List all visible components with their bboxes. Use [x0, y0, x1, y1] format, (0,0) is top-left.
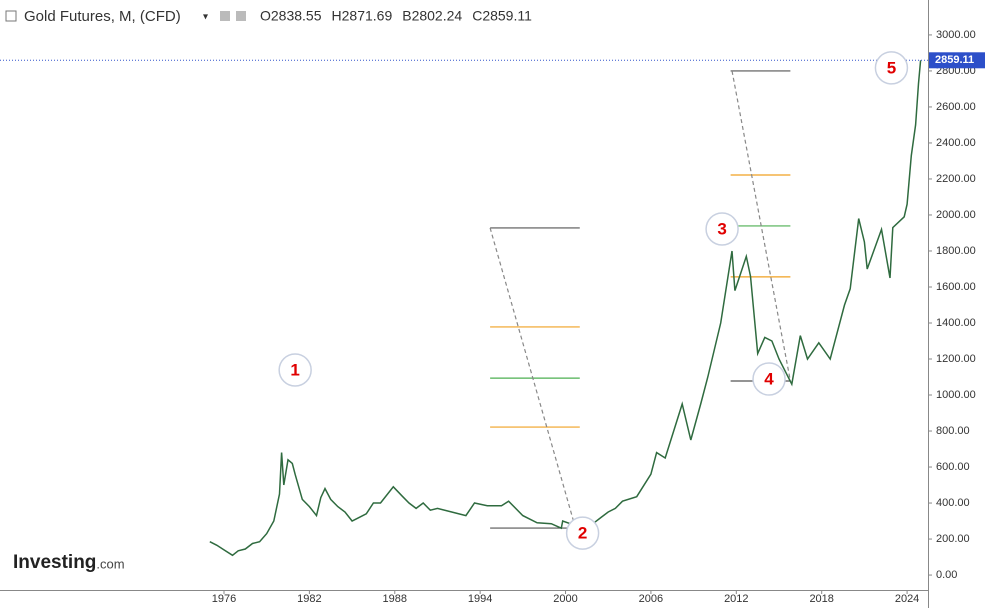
y-tick-label: 400.00 — [936, 497, 970, 509]
x-tick-label: 1988 — [383, 593, 407, 605]
wave-label: 5 — [887, 58, 896, 77]
logo-suffix: .com — [96, 556, 124, 571]
y-tick-label: 2200.00 — [936, 173, 976, 185]
y-tick-label: 1200.00 — [936, 353, 976, 365]
y-tick-label: 3000.00 — [936, 29, 976, 41]
y-tick-label: 1400.00 — [936, 317, 976, 329]
chart-title: Gold Futures, M, (CFD) — [24, 8, 181, 25]
wave-circle — [278, 353, 312, 387]
wave-circle — [752, 362, 786, 396]
x-tick-label: 1976 — [212, 593, 236, 605]
wave-circle — [874, 51, 909, 85]
wave-circle — [705, 212, 739, 246]
price-line — [209, 60, 922, 557]
y-tick-label: 800.00 — [936, 425, 970, 437]
y-tick-label: 600.00 — [936, 461, 970, 473]
x-tick-label: 2012 — [724, 593, 748, 605]
trend-line — [489, 227, 577, 529]
x-tick-label: 2006 — [639, 593, 663, 605]
y-tick-label: 2400.00 — [936, 137, 976, 149]
x-tick-label: 1994 — [468, 593, 492, 605]
y-tick-label: 2600.00 — [936, 101, 976, 113]
ohlc-label: O — [260, 8, 271, 24]
wave-label: 3 — [717, 219, 726, 238]
wave-label: 2 — [578, 524, 587, 543]
ohlc-value: 2859.11 — [482, 8, 532, 24]
wave-label: 4 — [764, 369, 774, 388]
icon[interactable] — [236, 11, 246, 21]
dropdown-icon[interactable]: ▾ — [203, 12, 208, 23]
last-price-label: 2859.11 — [935, 54, 974, 66]
y-tick-label: 0.00 — [936, 569, 957, 581]
ohlc-label: B — [402, 8, 411, 24]
checkbox[interactable] — [5, 10, 17, 22]
x-tick-label: 1982 — [297, 593, 321, 605]
wave-label: 1 — [290, 360, 299, 379]
logo-brand: Investing — [13, 552, 96, 573]
x-tick-label: 2024 — [895, 593, 919, 605]
y-tick-label: 200.00 — [936, 533, 970, 545]
x-tick-label: 2000 — [553, 593, 577, 605]
y-tick-label: 2000.00 — [936, 209, 976, 221]
wave-circle — [565, 516, 600, 550]
last-price-box — [929, 52, 985, 69]
ohlc-value: 2871.69 — [342, 8, 393, 24]
ohlc-value: 2802.24 — [412, 8, 463, 24]
x-tick-label: 2018 — [809, 593, 833, 605]
icon[interactable] — [220, 11, 230, 21]
y-tick-label: 1800.00 — [936, 245, 976, 257]
ohlc-value: 2838.55 — [271, 8, 322, 24]
ohlc-label: C — [472, 8, 482, 24]
y-tick-label: 1600.00 — [936, 281, 976, 293]
trend-line — [731, 70, 791, 382]
y-tick-label: 1000.00 — [936, 389, 976, 401]
ohlc-label: H — [332, 8, 342, 24]
